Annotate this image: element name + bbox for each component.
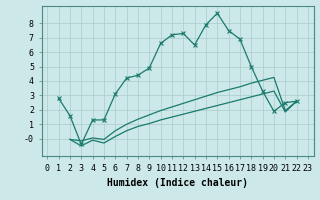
X-axis label: Humidex (Indice chaleur): Humidex (Indice chaleur) [107,178,248,188]
